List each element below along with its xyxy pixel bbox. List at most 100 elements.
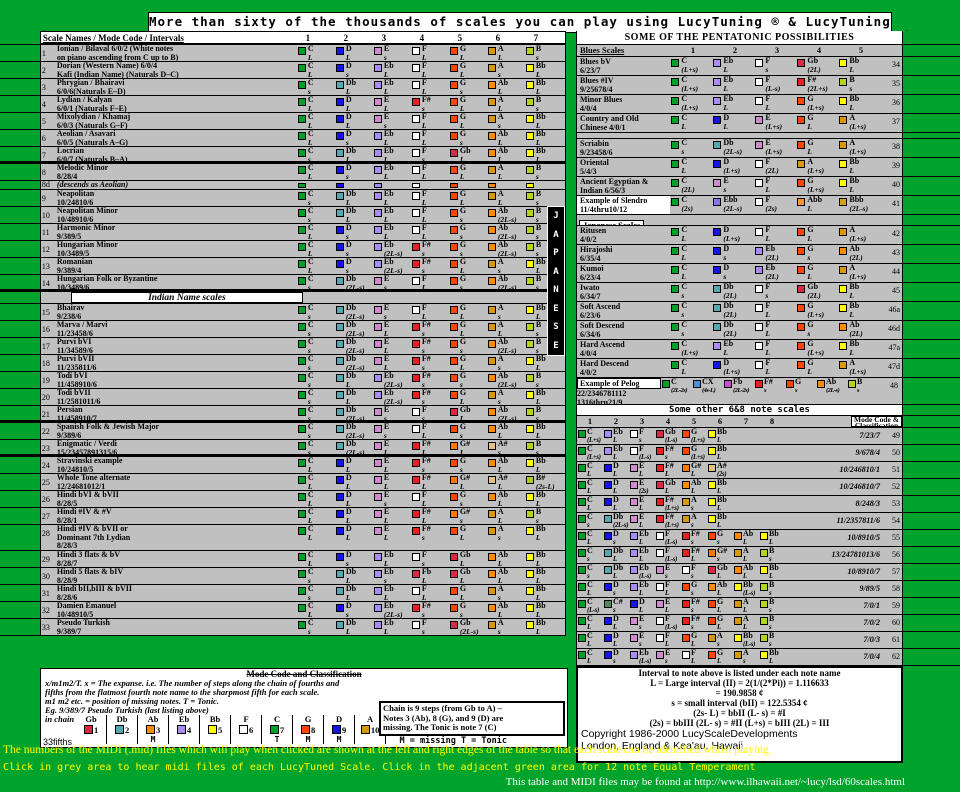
equal-temperament-cell[interactable]	[903, 139, 960, 158]
equal-temperament-cell[interactable]	[903, 196, 960, 215]
equal-temperament-cell[interactable]	[0, 619, 40, 636]
equal-temperament-cell[interactable]	[0, 275, 40, 292]
equal-temperament-cell[interactable]	[0, 164, 40, 181]
equal-temperament-cell[interactable]	[903, 530, 960, 547]
equal-temperament-cell[interactable]	[903, 547, 960, 564]
equal-temperament-cell[interactable]	[0, 207, 40, 224]
equal-temperament-cell[interactable]	[903, 177, 960, 196]
equal-temperament-cell[interactable]	[0, 423, 40, 440]
pentatonic-row-content[interactable]: Ritusen 4/0/2 C L D (L+s) F L G L A (L+s) 42	[576, 226, 903, 245]
equal-temperament-cell[interactable]	[903, 649, 960, 666]
equal-temperament-cell[interactable]	[0, 96, 40, 113]
pentatonic-row-content[interactable]: Minor Blues 4/0/4 C (L+s) Eb L F L G (L+s) Bb L 36	[576, 95, 903, 114]
pentatonic-row-content[interactable]: Oriental 5/4/3 C L D (L+s) F (2L) A (L+s) Bb L 39	[576, 158, 903, 177]
equal-temperament-cell[interactable]	[0, 551, 40, 568]
equal-temperament-cell[interactable]	[903, 513, 960, 530]
equal-temperament-cell[interactable]	[0, 190, 40, 207]
equal-temperament-cell[interactable]	[0, 585, 40, 602]
scale-row-content[interactable]: 25 Whole Tone alternate 12/24681012/1 C L D L E…	[39, 474, 566, 491]
equal-temperament-cell[interactable]	[903, 581, 960, 598]
equal-temperament-cell[interactable]	[0, 568, 40, 585]
equal-temperament-cell[interactable]	[903, 340, 960, 359]
scale-row-content[interactable]: 3 Phrygian / Bhairavi 6/0/6(Naturals E–D) C…	[39, 79, 566, 96]
equal-temperament-cell[interactable]	[903, 496, 960, 513]
equal-temperament-cell[interactable]	[0, 602, 40, 619]
other-scale-row-content[interactable]: C L D L E (2s) Gb L Ab L Bb L 10/246810/7 52	[576, 479, 903, 496]
equal-temperament-cell[interactable]	[0, 321, 40, 338]
pentatonic-row-content[interactable]: Example of Slendro 11/4thru10/12 C (2s) Ebb(…	[576, 196, 903, 215]
equal-temperament-cell[interactable]	[903, 158, 960, 177]
equal-temperament-cell[interactable]	[0, 224, 40, 241]
equal-temperament-cell[interactable]	[0, 508, 40, 525]
equal-temperament-cell[interactable]	[0, 372, 40, 389]
equal-temperament-cell[interactable]	[903, 359, 960, 378]
equal-temperament-cell[interactable]	[0, 181, 40, 190]
equal-temperament-cell[interactable]	[0, 241, 40, 258]
scale-row-content[interactable]: 1 Ionian / Bilaval 6/0/2 (White notes on p…	[39, 45, 566, 62]
scale-row-content[interactable]: 8d(descends as Aeolian)sAb LBb L	[39, 181, 566, 190]
equal-temperament-cell[interactable]	[0, 113, 40, 130]
equal-temperament-cell[interactable]	[0, 338, 40, 355]
scale-row-content[interactable]: 2 Dorian (Western Name) 6/0/4 Kafi (Indian…	[39, 62, 566, 79]
equal-temperament-cell[interactable]	[0, 62, 40, 79]
equal-temperament-cell[interactable]	[903, 445, 960, 462]
pelog-row-content[interactable]: Example of Pelog 22/2346781112 1316thru21/…	[576, 378, 903, 405]
equal-temperament-cell[interactable]	[903, 245, 960, 264]
equal-temperament-cell[interactable]	[903, 428, 960, 445]
equal-temperament-cell[interactable]	[903, 264, 960, 283]
equal-temperament-cell[interactable]	[0, 474, 40, 491]
other-scale-row-content[interactable]: C (L+s) Eb L F (L-s) F# s G (L+s) Bb L 9/678/4 50	[576, 445, 903, 462]
scale-row-content[interactable]: 28 Hindi #IV & bVII or Dominant 7th Lydian…	[39, 525, 566, 551]
equal-temperament-cell[interactable]	[0, 457, 40, 474]
equal-temperament-cell[interactable]	[903, 378, 960, 405]
equal-temperament-cell[interactable]	[0, 389, 40, 406]
equal-temperament-cell[interactable]	[903, 45, 960, 57]
equal-temperament-cell[interactable]	[0, 147, 40, 164]
scale-row-content[interactable]: 4 Lydian / Kalyan 6/0/1 (Naturals F–E) C L D L…	[39, 96, 566, 113]
equal-temperament-cell[interactable]	[903, 215, 960, 226]
pentatonic-row-content[interactable]: Country and Old Chinese 4/0/1 C L D L E (L+s) G L…	[576, 114, 903, 133]
right-green-strip-top[interactable]	[903, 31, 960, 45]
pentatonic-row-content[interactable]: Blues #IV 9/25678/4 C (L+s) Eb L F (L-s) F# (2L+s…	[576, 76, 903, 95]
equal-temperament-cell[interactable]	[903, 405, 960, 416]
equal-temperament-cell[interactable]	[903, 283, 960, 302]
equal-temperament-cell[interactable]	[903, 57, 960, 76]
equal-temperament-cell[interactable]	[0, 491, 40, 508]
equal-temperament-cell[interactable]	[0, 45, 40, 62]
equal-temperament-cell[interactable]	[0, 304, 40, 321]
left-green-strip-top[interactable]	[0, 31, 40, 45]
equal-temperament-cell[interactable]	[0, 406, 40, 423]
equal-temperament-cell[interactable]	[903, 95, 960, 114]
equal-temperament-cell[interactable]	[0, 258, 40, 275]
